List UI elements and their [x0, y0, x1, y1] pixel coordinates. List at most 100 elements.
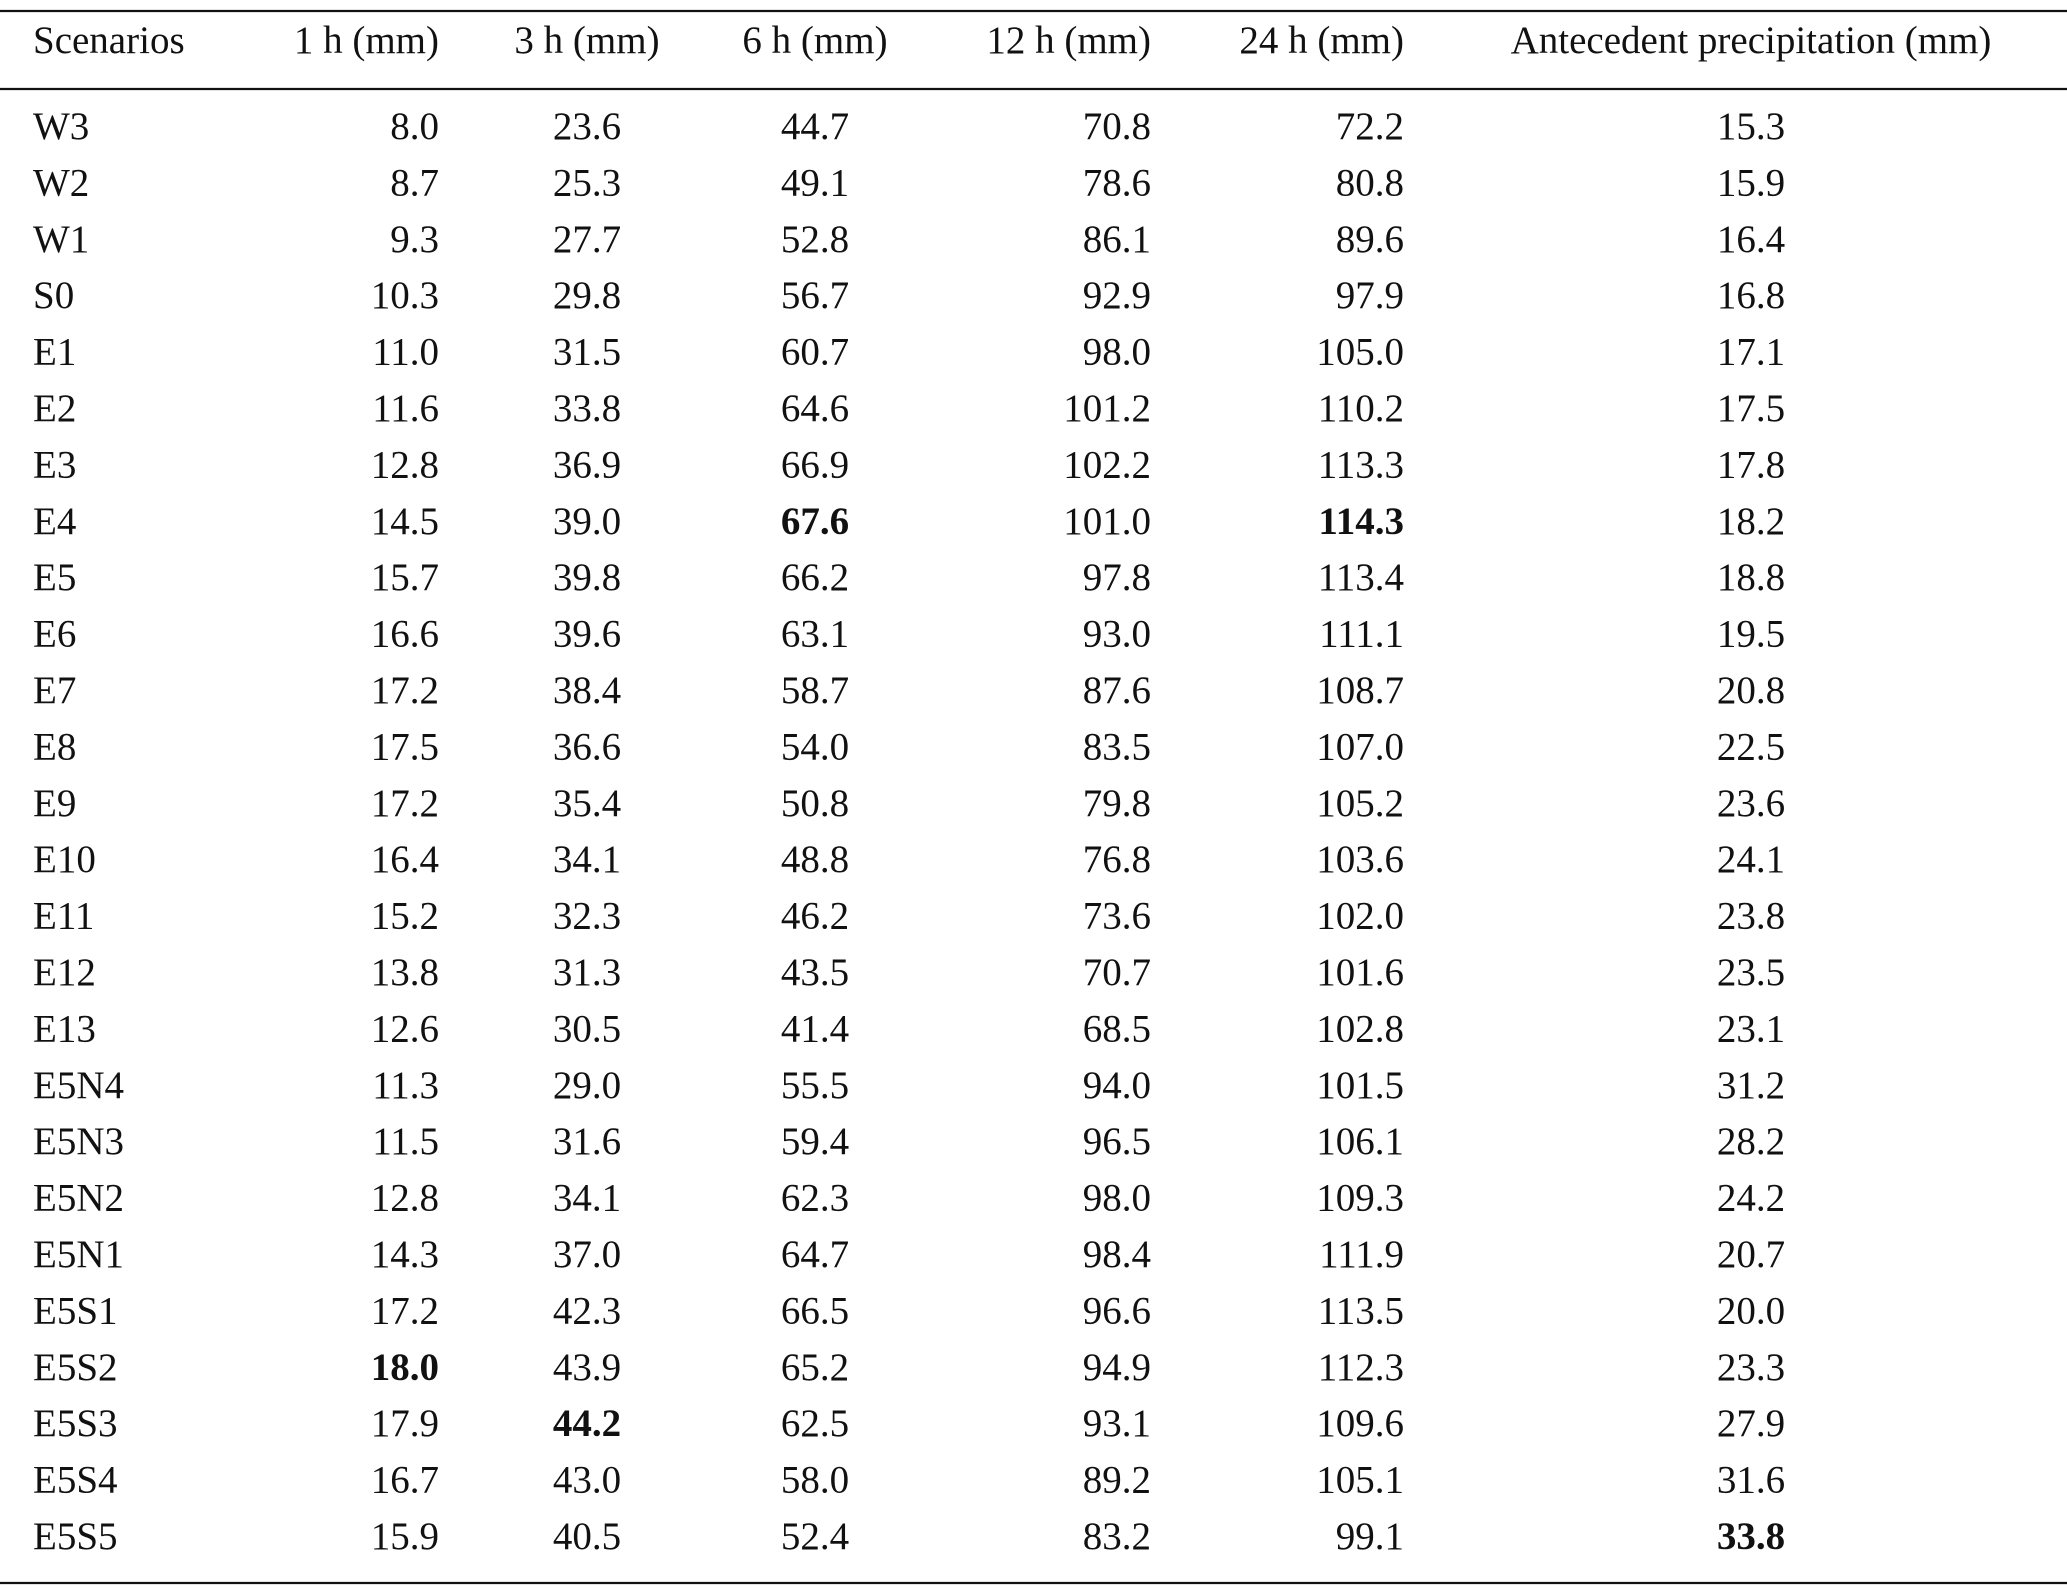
table-cell: 43.5	[781, 951, 849, 994]
table-cell: 10.3	[371, 274, 439, 317]
table-cell: 19.5	[1717, 613, 1785, 656]
table-cell: 14.5	[371, 500, 439, 543]
row-label: S0	[33, 274, 74, 317]
table-cell: 14.3	[371, 1233, 439, 1276]
table-cell: 8.7	[390, 161, 439, 204]
table-cell: 17.2	[371, 782, 439, 825]
table-cell: 15.7	[371, 556, 439, 599]
table-cell: 9.3	[390, 218, 439, 261]
table-cell: 33.8	[553, 387, 621, 430]
table-cell: 16.4	[1717, 218, 1785, 261]
table-cell: 62.3	[781, 1177, 849, 1220]
table-cell: 23.3	[1717, 1346, 1785, 1389]
table-cell: 12.8	[371, 443, 439, 486]
table-cell: 52.8	[781, 218, 849, 261]
row-label: E4	[33, 500, 76, 543]
table-cell: 64.7	[781, 1233, 849, 1276]
table-cell: 23.6	[553, 105, 621, 148]
row-label: E5	[33, 556, 76, 599]
table-cell: 8.0	[390, 105, 439, 148]
table-cell: 101.5	[1316, 1064, 1404, 1107]
table-cell: 97.8	[1083, 556, 1151, 599]
row-label: E1	[33, 331, 76, 374]
table-cell: 18.0	[371, 1346, 439, 1389]
table-cell: 83.5	[1083, 725, 1151, 768]
table-cell: 98.0	[1083, 331, 1151, 374]
row-label: W2	[33, 161, 89, 204]
column-header: Antecedent precipitation (mm)	[1511, 19, 1992, 62]
table-cell: 111.1	[1319, 613, 1404, 656]
table-cell: 27.9	[1717, 1402, 1785, 1445]
table-cell: 30.5	[553, 1007, 621, 1050]
row-label: E8	[33, 725, 76, 768]
table-cell: 22.5	[1717, 725, 1785, 768]
table-cell: 20.7	[1717, 1233, 1785, 1276]
row-label: E5N2	[33, 1177, 124, 1220]
table-cell: 79.8	[1083, 782, 1151, 825]
table-cell: 11.3	[372, 1064, 439, 1107]
table-cell: 28.2	[1717, 1120, 1785, 1163]
table-cell: 93.1	[1083, 1402, 1151, 1445]
table-cell: 94.9	[1083, 1346, 1151, 1389]
table-cell: 31.6	[553, 1120, 621, 1163]
table-cell: 44.2	[553, 1402, 621, 1445]
table-cell: 44.7	[781, 105, 849, 148]
table-cell: 33.8	[1717, 1515, 1785, 1558]
table-cell: 12.8	[371, 1177, 439, 1220]
table-cell: 29.0	[553, 1064, 621, 1107]
row-label: E5N3	[33, 1120, 124, 1163]
table-cell: 23.8	[1717, 895, 1785, 938]
row-label: E2	[33, 387, 76, 430]
table-cell: 34.1	[553, 1177, 621, 1220]
table-cell: 31.2	[1717, 1064, 1785, 1107]
table-cell: 102.2	[1063, 443, 1151, 486]
table-cell: 66.9	[781, 443, 849, 486]
table-cell: 23.1	[1717, 1007, 1785, 1050]
table-cell: 16.4	[371, 838, 439, 881]
column-header: Scenarios	[33, 19, 185, 62]
table-cell: 109.3	[1316, 1177, 1404, 1220]
table-cell: 17.2	[371, 669, 439, 712]
table-cell: 11.5	[372, 1120, 439, 1163]
table-cell: 73.6	[1083, 895, 1151, 938]
table-cell: 23.6	[1717, 782, 1785, 825]
table-cell: 12.6	[371, 1007, 439, 1050]
table-cell: 25.3	[553, 161, 621, 204]
table-cell: 18.2	[1717, 500, 1785, 543]
table-cell: 62.5	[781, 1402, 849, 1445]
table-cell: 36.6	[553, 725, 621, 768]
column-header: 12 h (mm)	[986, 19, 1151, 62]
row-label: E6	[33, 613, 76, 656]
table-cell: 101.2	[1063, 387, 1151, 430]
table-cell: 78.6	[1083, 161, 1151, 204]
table-cell: 67.6	[781, 500, 849, 543]
column-header: 6 h (mm)	[742, 19, 887, 62]
table-cell: 66.2	[781, 556, 849, 599]
table-cell: 39.6	[553, 613, 621, 656]
table-cell: 39.8	[553, 556, 621, 599]
table-cell: 68.5	[1083, 1007, 1151, 1050]
column-header: 1 h (mm)	[294, 19, 439, 62]
table-cell: 108.7	[1316, 669, 1404, 712]
row-label: E12	[33, 951, 96, 994]
table-cell: 58.0	[781, 1459, 849, 1502]
table-cell: 42.3	[553, 1289, 621, 1332]
table-cell: 36.9	[553, 443, 621, 486]
table-cell: 23.5	[1717, 951, 1785, 994]
table-cell: 17.9	[371, 1402, 439, 1445]
table-cell: 52.4	[781, 1515, 849, 1558]
table-cell: 35.4	[553, 782, 621, 825]
table-cell: 98.0	[1083, 1177, 1151, 1220]
table-cell: 96.6	[1083, 1289, 1151, 1332]
table-cell: 92.9	[1083, 274, 1151, 317]
table-cell: 56.7	[781, 274, 849, 317]
table-cell: 99.1	[1336, 1515, 1404, 1558]
table-cell: 11.6	[372, 387, 439, 430]
table-cell: 20.8	[1717, 669, 1785, 712]
table-cell: 39.0	[553, 500, 621, 543]
table-cell: 106.1	[1316, 1120, 1404, 1163]
table-cell: 87.6	[1083, 669, 1151, 712]
table-cell: 114.3	[1318, 500, 1404, 543]
table-cell: 97.9	[1336, 274, 1404, 317]
